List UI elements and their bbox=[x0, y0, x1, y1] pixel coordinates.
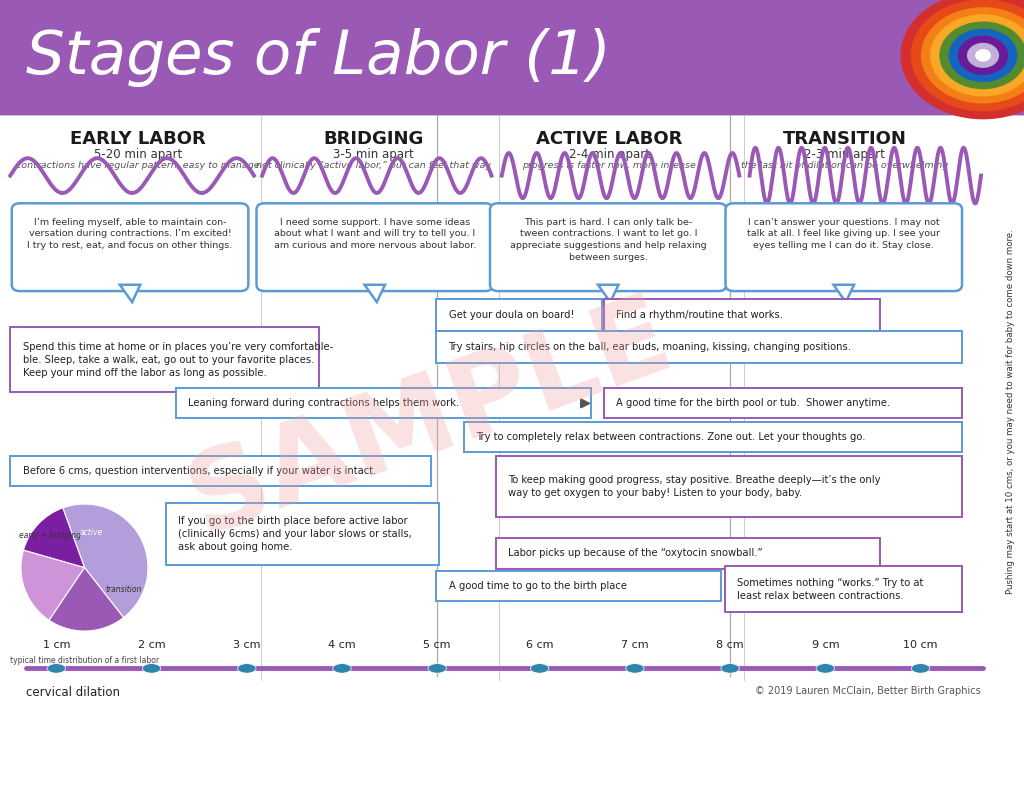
Ellipse shape bbox=[911, 664, 930, 673]
Text: contractions have regular pattern, easy to manage: contractions have regular pattern, easy … bbox=[16, 161, 260, 170]
Text: Pushing may start at 10 cms, or you may need to wait for baby to come down more.: Pushing may start at 10 cms, or you may … bbox=[1007, 229, 1015, 594]
Circle shape bbox=[940, 22, 1024, 89]
Text: 7 cm: 7 cm bbox=[622, 640, 648, 650]
FancyBboxPatch shape bbox=[436, 299, 602, 331]
Text: Spend this time at home or in places you’re very comfortable-
ble. Sleep, take a: Spend this time at home or in places you… bbox=[23, 342, 333, 378]
Text: not clinically “active labor,” but can feel that way: not clinically “active labor,” but can f… bbox=[256, 161, 492, 170]
Text: cervical dilation: cervical dilation bbox=[26, 686, 120, 698]
Text: Stages of Labor (1): Stages of Labor (1) bbox=[26, 28, 610, 87]
Ellipse shape bbox=[721, 664, 739, 673]
Polygon shape bbox=[120, 285, 140, 302]
Text: To keep making good progress, stay positive. Breathe deeply—it’s the only
way to: To keep making good progress, stay posit… bbox=[508, 475, 881, 498]
FancyBboxPatch shape bbox=[12, 203, 248, 291]
Text: transition: transition bbox=[105, 585, 142, 594]
Text: Get your doula on board!: Get your doula on board! bbox=[449, 310, 574, 320]
FancyBboxPatch shape bbox=[604, 299, 880, 331]
Text: typical time distribution of a first labor: typical time distribution of a first lab… bbox=[10, 657, 159, 665]
Circle shape bbox=[931, 15, 1024, 96]
Text: active: active bbox=[79, 528, 102, 537]
Wedge shape bbox=[24, 508, 84, 568]
Text: 10 cm: 10 cm bbox=[903, 640, 938, 650]
Ellipse shape bbox=[47, 664, 66, 673]
FancyBboxPatch shape bbox=[176, 388, 591, 418]
Text: early + bridging: early + bridging bbox=[18, 532, 81, 540]
Polygon shape bbox=[834, 285, 854, 302]
Text: Leaning forward during contractions helps them work.: Leaning forward during contractions help… bbox=[188, 399, 460, 408]
Text: 5-20 min apart: 5-20 min apart bbox=[94, 148, 182, 161]
Text: © 2019 Lauren McClain, Better Birth Graphics: © 2019 Lauren McClain, Better Birth Grap… bbox=[756, 686, 981, 696]
Circle shape bbox=[922, 8, 1024, 103]
Polygon shape bbox=[365, 285, 385, 302]
FancyBboxPatch shape bbox=[496, 538, 880, 569]
Text: Sometimes nothing “works.” Try to at
least relax between contractions.: Sometimes nothing “works.” Try to at lea… bbox=[737, 577, 924, 601]
Circle shape bbox=[949, 29, 1017, 81]
FancyBboxPatch shape bbox=[725, 566, 962, 612]
Text: ACTIVE LABOR: ACTIVE LABOR bbox=[537, 130, 682, 148]
Text: 4 cm: 4 cm bbox=[329, 640, 355, 650]
Text: 1 cm: 1 cm bbox=[43, 640, 70, 650]
FancyBboxPatch shape bbox=[436, 331, 962, 363]
Text: 9 cm: 9 cm bbox=[812, 640, 839, 650]
Ellipse shape bbox=[816, 664, 835, 673]
FancyBboxPatch shape bbox=[256, 203, 494, 291]
Ellipse shape bbox=[530, 664, 549, 673]
Text: A good time for the birth pool or tub.  Shower anytime.: A good time for the birth pool or tub. S… bbox=[616, 399, 891, 408]
FancyBboxPatch shape bbox=[10, 327, 319, 392]
Circle shape bbox=[976, 50, 990, 61]
FancyBboxPatch shape bbox=[0, 0, 1024, 115]
FancyBboxPatch shape bbox=[436, 571, 721, 601]
Ellipse shape bbox=[626, 664, 644, 673]
FancyBboxPatch shape bbox=[464, 422, 962, 452]
Text: I need some support. I have some ideas
about what I want and will try to tell yo: I need some support. I have some ideas a… bbox=[273, 218, 476, 250]
Text: 2-4 min apart: 2-4 min apart bbox=[568, 148, 650, 161]
Text: TRANSITION: TRANSITION bbox=[783, 130, 906, 148]
Circle shape bbox=[958, 36, 1008, 74]
Text: 5 cm: 5 cm bbox=[424, 640, 451, 650]
Text: BRIDGING: BRIDGING bbox=[324, 130, 424, 148]
Circle shape bbox=[968, 44, 998, 67]
Text: A good time to go to the birth place: A good time to go to the birth place bbox=[449, 581, 627, 591]
Text: Try to completely relax between contractions. Zone out. Let your thoughts go.: Try to completely relax between contract… bbox=[476, 433, 865, 442]
Text: SAMPLE: SAMPLE bbox=[174, 282, 686, 556]
FancyBboxPatch shape bbox=[496, 456, 962, 517]
Text: progress is faster now, more intense: progress is faster now, more intense bbox=[522, 161, 696, 170]
Text: 3 cm: 3 cm bbox=[233, 640, 260, 650]
Wedge shape bbox=[22, 550, 84, 620]
Text: 3-5 min apart: 3-5 min apart bbox=[334, 148, 414, 161]
Ellipse shape bbox=[142, 664, 161, 673]
Polygon shape bbox=[598, 285, 618, 302]
FancyBboxPatch shape bbox=[725, 203, 962, 291]
Text: 6 cm: 6 cm bbox=[526, 640, 553, 650]
Circle shape bbox=[911, 0, 1024, 111]
FancyBboxPatch shape bbox=[604, 388, 962, 418]
Text: EARLY LABOR: EARLY LABOR bbox=[71, 130, 206, 148]
Text: Find a rhythm/routine that works.: Find a rhythm/routine that works. bbox=[616, 310, 783, 320]
FancyBboxPatch shape bbox=[489, 203, 727, 291]
Text: Before 6 cms, question interventions, especially if your water is intact.: Before 6 cms, question interventions, es… bbox=[23, 466, 376, 475]
Text: I’m feeling myself, able to maintain con-
versation during contractions. I’m exc: I’m feeling myself, able to maintain con… bbox=[28, 218, 232, 250]
Text: 8 cm: 8 cm bbox=[717, 640, 743, 650]
Ellipse shape bbox=[238, 664, 256, 673]
FancyBboxPatch shape bbox=[166, 503, 439, 565]
Ellipse shape bbox=[333, 664, 351, 673]
Text: 2-3 min apart: 2-3 min apart bbox=[805, 148, 885, 161]
Text: the last bit of dilation can be overwhelming: the last bit of dilation can be overwhel… bbox=[741, 161, 948, 170]
Text: This part is hard. I can only talk be-
tween contractions. I want to let go. I
a: This part is hard. I can only talk be- t… bbox=[510, 218, 707, 262]
Ellipse shape bbox=[428, 664, 446, 673]
Text: Labor picks up because of the “oxytocin snowball.”: Labor picks up because of the “oxytocin … bbox=[508, 548, 763, 558]
Text: If you go to the birth place before active labor
(clinically 6cms) and your labo: If you go to the birth place before acti… bbox=[178, 516, 412, 552]
Circle shape bbox=[901, 0, 1024, 119]
FancyBboxPatch shape bbox=[10, 456, 431, 486]
Text: I can’t answer your questions. I may not
talk at all. I feel like giving up. I s: I can’t answer your questions. I may not… bbox=[748, 218, 940, 250]
Wedge shape bbox=[49, 568, 124, 631]
Text: Try stairs, hip circles on the ball, ear buds, moaning, kissing, changing positi: Try stairs, hip circles on the ball, ear… bbox=[449, 342, 852, 352]
Wedge shape bbox=[62, 504, 147, 618]
Text: 2 cm: 2 cm bbox=[138, 640, 165, 650]
